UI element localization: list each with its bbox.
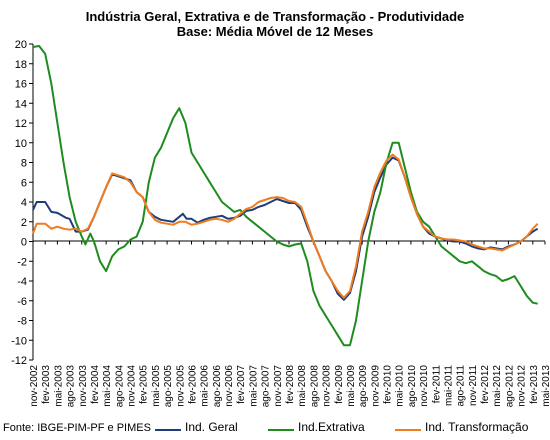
- x-tick-label: ago-2003: [66, 365, 77, 408]
- x-tick-label: ago-2006: [212, 365, 223, 408]
- x-tick-label: mai-2010: [395, 365, 406, 407]
- y-tick-label: 20: [15, 39, 27, 51]
- y-tick-label: 14: [15, 98, 27, 110]
- y-tick-label: 18: [15, 59, 27, 71]
- legend-swatch-transformacao: [395, 429, 421, 431]
- x-ticks: nov-2002 fev-2003 mai-2003 ago-2003 nov-2003…: [29, 241, 550, 408]
- y-tick-label: 0: [21, 237, 27, 249]
- x-tick-label: mai-2013: [541, 365, 550, 407]
- x-tick-label: nov-2008: [322, 365, 333, 407]
- series-line-transformacao: [32, 153, 539, 299]
- y-tick-label: 16: [15, 79, 27, 91]
- x-tick-label: fev-2008: [285, 365, 296, 404]
- x-tick-label: mai-2007: [248, 365, 259, 407]
- series-line-extrativa: [32, 45, 538, 347]
- x-tick-label: fev-2011: [431, 365, 442, 404]
- legend-label-transformacao: Ind. Transformação: [425, 420, 529, 434]
- x-tick-label: fev-2005: [139, 365, 150, 404]
- x-tick-label: nov-2010: [419, 365, 430, 407]
- x-tick-label: ago-2009: [358, 365, 369, 408]
- x-tick-label: ago-2007: [261, 365, 272, 408]
- y-tick-label: 12: [15, 118, 27, 130]
- y-tick-label: -6: [17, 296, 27, 308]
- x-tick-label: ago-2005: [163, 365, 174, 408]
- y-tick-label: -2: [17, 256, 27, 268]
- x-tick-label: ago-2004: [114, 365, 125, 408]
- x-tick-label: fev-2003: [41, 365, 52, 404]
- x-tick-label: nov-2005: [175, 365, 186, 407]
- x-tick-label: ago-2012: [504, 365, 515, 408]
- y-tick-label: 10: [15, 138, 27, 150]
- x-tick-label: nov-2003: [78, 365, 89, 407]
- source-note: Fonte: IBGE-PIM-PF e PIMES: [3, 422, 151, 434]
- x-tick-label: nov-2009: [370, 365, 381, 407]
- x-tick-label: ago-2010: [407, 365, 418, 408]
- legend-swatch-geral: [155, 429, 181, 431]
- x-tick-label: fev-2013: [529, 365, 540, 404]
- x-tick-label: mai-2009: [346, 365, 357, 407]
- x-tick-label: mai-2003: [53, 365, 64, 407]
- y-tick-label: -8: [17, 316, 27, 328]
- legend-label-extrativa: Ind.Extrativa: [298, 420, 365, 434]
- x-tick-label: fev-2007: [236, 365, 247, 404]
- x-tick-label: fev-2009: [334, 365, 345, 404]
- y-tick-label: 8: [21, 158, 27, 170]
- y-tick-label: -12: [11, 355, 27, 367]
- y-tick-label: -10: [11, 335, 27, 347]
- x-tick-label: mai-2006: [200, 365, 211, 407]
- y-tick-label: 4: [21, 197, 27, 209]
- legend-label-geral: Ind. Geral: [185, 420, 238, 434]
- x-tick-label: ago-2008: [309, 365, 320, 408]
- x-tick-label: nov-2002: [29, 365, 40, 407]
- x-tick-label: mai-2012: [492, 365, 503, 407]
- x-tick-label: nov-2006: [224, 365, 235, 407]
- legend-swatch-extrativa: [268, 429, 294, 431]
- chart-subtitle: Base: Média Móvel de 12 Meses: [176, 24, 374, 39]
- x-tick-label: fev-2006: [187, 365, 198, 404]
- x-tick-label: nov-2007: [273, 365, 284, 407]
- y-tick-label: -4: [17, 276, 27, 288]
- x-tick-label: mai-2008: [297, 365, 308, 407]
- series-lines: [32, 45, 539, 347]
- x-tick-label: fev-2010: [383, 365, 394, 404]
- x-tick-label: nov-2004: [127, 365, 138, 407]
- x-tick-label: fev-2004: [90, 365, 101, 404]
- x-tick-label: nov-2012: [517, 365, 528, 407]
- y-tick-label: 6: [21, 177, 27, 189]
- x-tick-label: ago-2011: [456, 365, 467, 407]
- x-tick-label: nov-2011: [468, 365, 479, 406]
- x-tick-label: mai-2004: [102, 365, 113, 407]
- chart-title: Indústria Geral, Extrativa e de Transfor…: [85, 9, 465, 24]
- y-tick-label: 2: [21, 217, 27, 229]
- x-tick-label: mai-2005: [151, 365, 162, 407]
- x-tick-label: fev-2012: [480, 365, 491, 404]
- x-tick-label: mai-2011: [443, 365, 454, 406]
